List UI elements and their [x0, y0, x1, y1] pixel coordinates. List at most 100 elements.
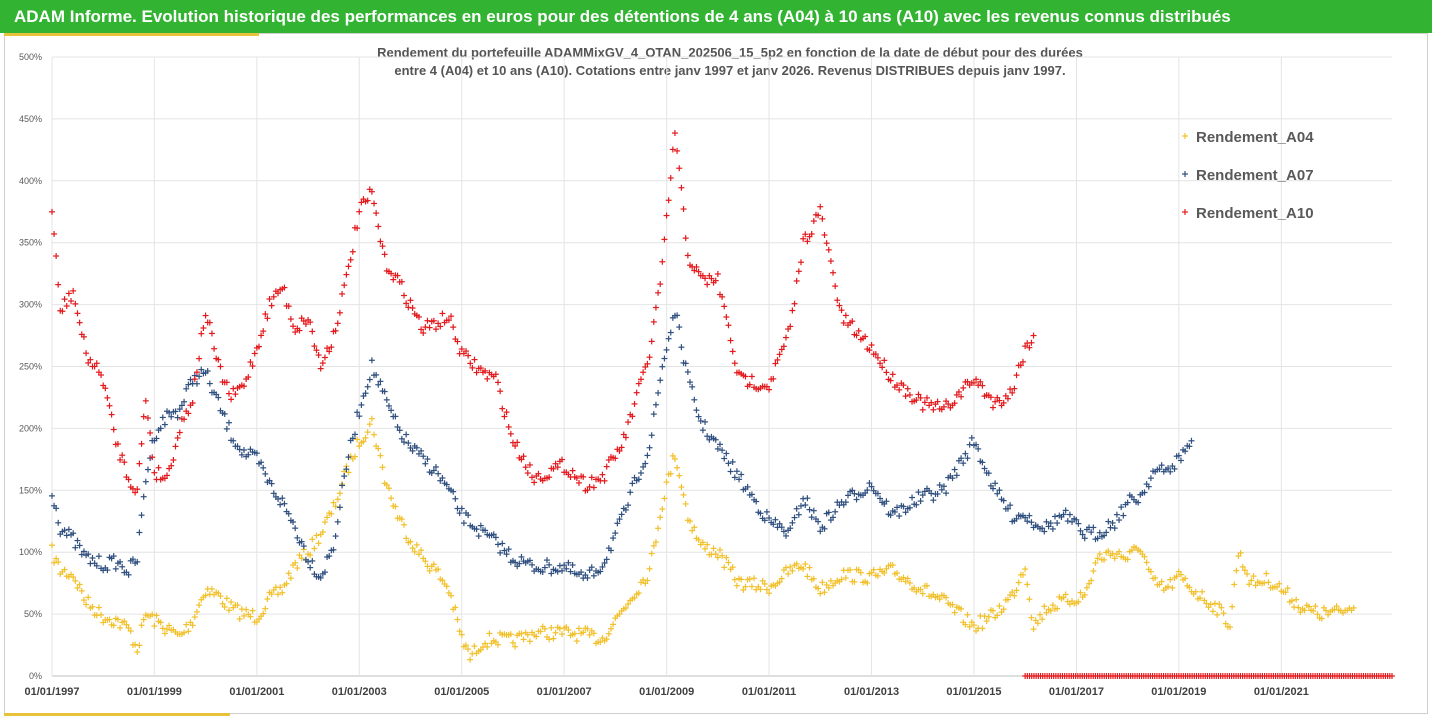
data-point	[501, 547, 508, 554]
data-point	[789, 519, 796, 526]
data-point	[138, 512, 145, 519]
data-point	[405, 440, 412, 447]
data-point	[883, 498, 890, 505]
data-point	[1197, 595, 1204, 602]
data-point	[467, 360, 474, 367]
data-point	[552, 629, 559, 636]
data-point	[464, 646, 471, 653]
data-point	[607, 547, 614, 554]
data-point	[808, 230, 815, 237]
data-point	[473, 369, 480, 376]
data-point	[268, 591, 275, 598]
data-point	[228, 396, 235, 403]
data-point	[772, 360, 779, 367]
data-point	[332, 327, 339, 334]
data-point	[983, 618, 990, 625]
data-point	[1177, 457, 1184, 464]
data-point	[714, 445, 721, 452]
data-point	[830, 514, 837, 521]
data-point	[351, 453, 358, 460]
data-point	[129, 556, 136, 563]
data-point	[1246, 581, 1253, 588]
data-point	[949, 601, 956, 608]
data-point	[648, 550, 655, 557]
data-point	[134, 558, 141, 565]
data-point	[1120, 512, 1127, 519]
data-point	[1043, 518, 1050, 525]
data-point	[719, 552, 726, 559]
data-point	[121, 459, 128, 466]
data-point	[559, 567, 566, 574]
data-point	[985, 613, 992, 620]
data-point	[631, 594, 638, 601]
data-point	[787, 323, 794, 330]
data-point	[580, 473, 587, 480]
data-point	[552, 460, 559, 467]
data-point	[992, 480, 999, 487]
data-point	[1111, 555, 1118, 562]
data-point	[497, 388, 504, 395]
data-point	[906, 391, 913, 398]
data-point	[443, 583, 450, 590]
data-point	[1096, 529, 1103, 536]
data-point	[196, 602, 203, 609]
accent-bar-bottom	[4, 713, 230, 716]
data-point	[960, 384, 967, 391]
data-point	[1111, 525, 1118, 532]
data-point	[200, 324, 207, 331]
data-point	[319, 360, 326, 367]
data-point	[125, 624, 132, 631]
data-point	[1041, 603, 1048, 610]
data-point	[721, 303, 728, 310]
data-point	[535, 470, 542, 477]
data-point	[258, 332, 265, 339]
data-point	[911, 584, 918, 591]
data-point	[418, 547, 425, 554]
data-point	[900, 382, 907, 389]
data-point	[938, 486, 945, 493]
data-point	[787, 525, 794, 532]
data-point	[640, 576, 647, 583]
data-point	[575, 625, 582, 632]
data-point	[610, 535, 617, 542]
data-point	[1024, 581, 1031, 588]
data-point	[657, 514, 664, 521]
data-point	[1034, 620, 1041, 627]
data-point	[663, 212, 670, 219]
data-point	[633, 389, 640, 396]
data-point	[702, 545, 709, 552]
data-point	[136, 642, 143, 649]
data-point	[388, 495, 395, 502]
data-point	[307, 564, 314, 571]
data-point	[262, 311, 269, 318]
data-point	[1263, 570, 1270, 577]
data-point	[721, 564, 728, 571]
data-point	[93, 360, 100, 367]
data-point	[821, 231, 828, 238]
data-point	[733, 468, 740, 475]
data-point	[236, 615, 243, 622]
data-point	[375, 445, 382, 452]
data-point	[759, 577, 766, 584]
data-point	[1314, 611, 1321, 618]
data-point	[817, 590, 824, 597]
data-point	[580, 629, 587, 636]
data-point	[193, 380, 200, 387]
data-point	[955, 388, 962, 395]
data-point	[477, 365, 484, 372]
data-point	[270, 490, 277, 497]
data-point	[712, 277, 719, 284]
data-point	[748, 373, 755, 380]
data-point	[968, 434, 975, 441]
x-tick-label: 01/01/2011	[742, 686, 796, 698]
data-point	[234, 443, 241, 450]
data-point	[253, 450, 260, 457]
data-point	[1039, 525, 1046, 532]
data-point	[264, 315, 271, 322]
data-point	[840, 319, 847, 326]
data-point	[1116, 548, 1123, 555]
y-axis-ticks: 0% 50% 100% 150% 200% 250% 300% 350% 400% 450% 500…	[19, 52, 42, 681]
data-point	[793, 560, 800, 567]
data-point	[520, 453, 527, 460]
data-point	[849, 487, 856, 494]
